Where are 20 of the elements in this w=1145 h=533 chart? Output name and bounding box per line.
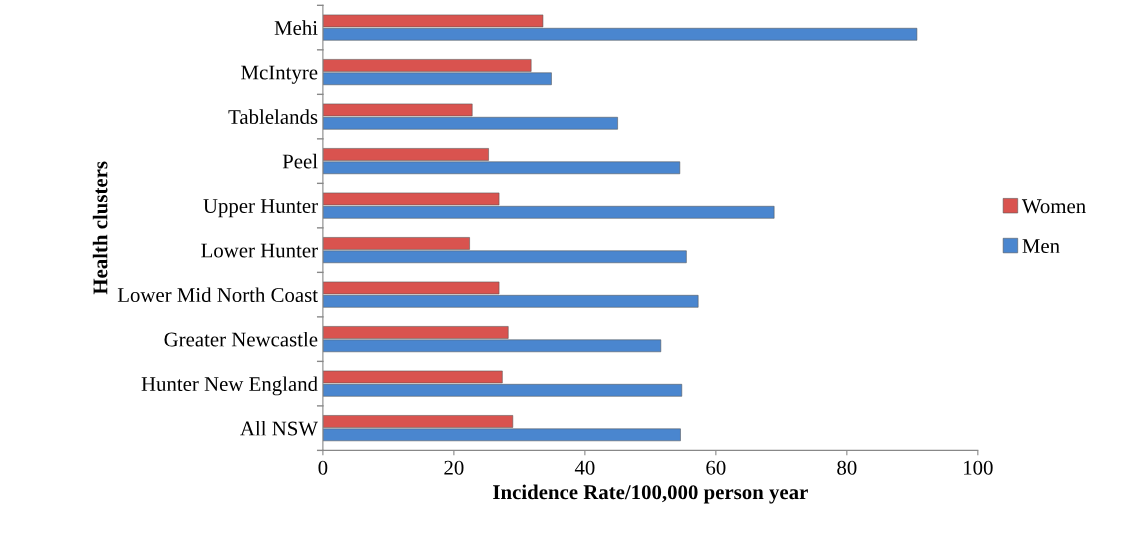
y-tick-label: Upper Hunter [203, 199, 318, 218]
y-tick-label: Lower Hunter [201, 243, 318, 258]
x-axis-title: Incidence Rate/100,000 person year [493, 484, 808, 504]
x-tick-label: 100 [964, 460, 993, 475]
y-tick-label: Greater Newcastle [164, 331, 318, 347]
x-tick-label: 80 [837, 460, 857, 475]
y-axis-title: Health clusters [92, 161, 108, 295]
y-tick-label: All NSW [240, 420, 318, 436]
y-tick-label: Lower Mid North Coast [117, 287, 318, 303]
y-tick-label: Peel [282, 153, 318, 169]
y-tick-label: Mehi [274, 20, 318, 36]
x-tick-label: 0 [318, 460, 328, 475]
x-tick-label: 20 [444, 460, 464, 475]
y-tick-label: Tablelands [228, 109, 318, 125]
legend-label: Men [1022, 239, 1060, 254]
legend-label: Women [1021, 199, 1086, 214]
x-tick-label: 40 [574, 460, 595, 475]
y-tick-label: McIntyre [241, 65, 318, 84]
y-tick-label: Hunter New England [141, 376, 318, 396]
x-tick-label: 60 [706, 460, 726, 475]
